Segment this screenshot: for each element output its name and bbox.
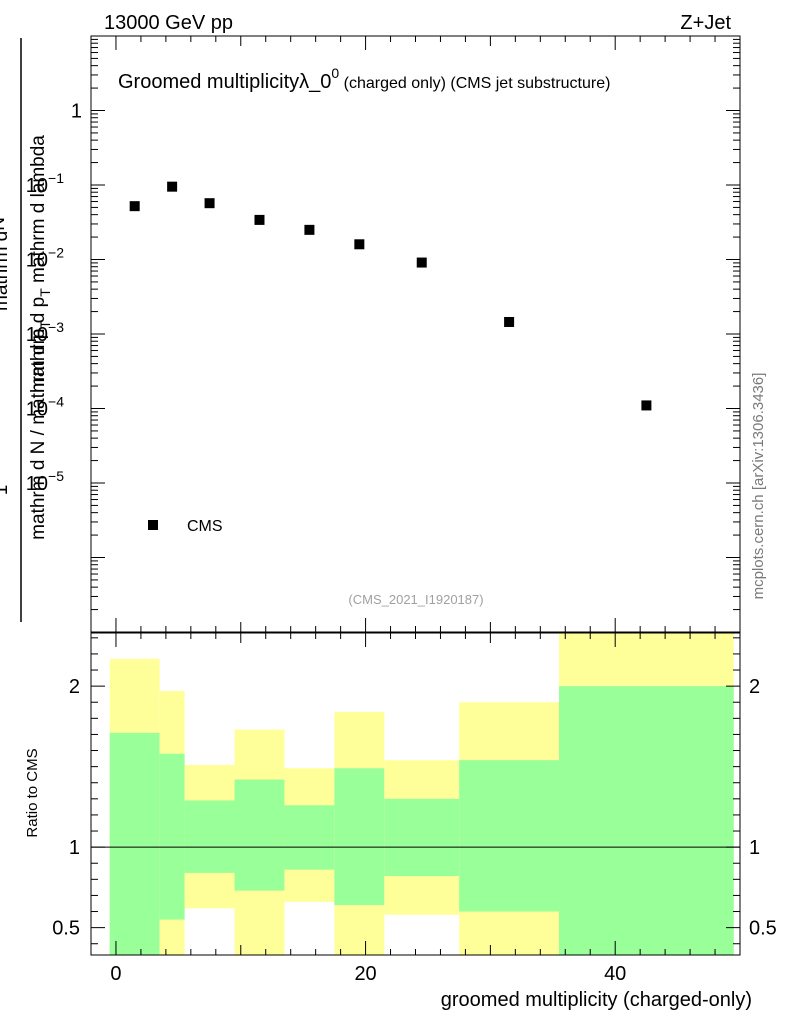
- ratio-ytick-label-left: 0.5: [52, 918, 80, 940]
- data-point: [204, 198, 215, 209]
- energy-label: 13000 GeV pp: [104, 12, 233, 34]
- ratio-inner-band: [234, 779, 285, 891]
- ratio-inner-band: [334, 768, 385, 906]
- xtick-label: 0: [110, 963, 121, 985]
- ratio-ytick-label-right: 2: [749, 676, 760, 698]
- main-ticks: [91, 36, 741, 633]
- analysis-watermark: (CMS_2021_I1920187): [348, 592, 483, 607]
- main-ytick-label: 10−4: [26, 394, 64, 421]
- data-point: [304, 224, 315, 235]
- ratio-inner-band: [184, 800, 235, 873]
- mcplots-label: mcplots.cern.ch [arXiv:1306.3436]: [750, 373, 767, 600]
- ratio-bands: [109, 633, 734, 955]
- ylabel-denominator: mathrm d pT mathrm d lambda: [28, 135, 53, 393]
- data-point: [416, 257, 427, 268]
- main-ytick-label: 10−1: [26, 170, 64, 197]
- main-ylabel: mathrm dN mathrm d pT mathrm d lambda 1 …: [0, 38, 53, 622]
- process-label: Z+Jet: [680, 12, 731, 34]
- ratio-inner-band: [284, 805, 335, 870]
- ylabel-lower: mathrm d N / mathrm d pT: [28, 320, 53, 540]
- ylabel-one: 1: [0, 485, 12, 496]
- ratio-ticks: [91, 633, 741, 955]
- ratio-inner-band: [559, 686, 734, 955]
- data-point: [354, 239, 365, 250]
- ratio-ytick-label-left: 1: [69, 837, 80, 859]
- legend-label: CMS: [187, 518, 223, 535]
- ratio-ylabel: Ratio to CMS: [24, 748, 41, 837]
- main-panel: 1 10−1 10−2 10−3 10−4 10−5 Groomed multiplici…: [0, 35, 767, 633]
- data-point: [504, 316, 515, 327]
- main-frame: [90, 35, 741, 633]
- legend-marker: [148, 520, 158, 530]
- main-points: [129, 181, 652, 411]
- data-point: [641, 400, 652, 411]
- ratio-inner-band: [384, 798, 460, 877]
- ratio-ytick-label-right: 0.5: [749, 918, 777, 940]
- main-ytick-label: 10−3: [26, 319, 64, 346]
- data-point: [254, 214, 265, 225]
- x-axis-label: groomed multiplicity (charged-only): [441, 989, 752, 1011]
- main-ytick-labels: 1 10−1 10−2 10−3 10−4 10−5: [26, 101, 82, 496]
- ratio-xtick-labels: 0 20 40: [110, 963, 626, 985]
- xtick-label: 40: [604, 963, 626, 985]
- xtick-label: 20: [354, 963, 376, 985]
- ylabel-numerator: mathrm dN: [0, 217, 12, 311]
- main-ytick-label: 10−5: [26, 468, 64, 495]
- data-point: [167, 181, 178, 192]
- ratio-inner-band: [159, 753, 185, 920]
- ratio-ytick-labels: 0.5 0.5 1 1 2 2: [52, 676, 777, 940]
- ratio-ytick-label-left: 2: [69, 676, 80, 698]
- main-ytick-label: 10−2: [26, 245, 64, 272]
- ratio-ytick-label-right: 1: [749, 837, 760, 859]
- data-point: [129, 201, 140, 212]
- ratio-inner-band: [459, 760, 560, 912]
- plot-title: Groomed multiplicityλ_00 (charged only) …: [118, 65, 610, 93]
- main-ytick-label: 1: [71, 101, 82, 123]
- ratio-inner-band: [109, 732, 160, 955]
- ratio-panel: 0.5 0.5 1 1 2 2 0 20 40 Ratio to CMS groomed mu…: [24, 632, 777, 1011]
